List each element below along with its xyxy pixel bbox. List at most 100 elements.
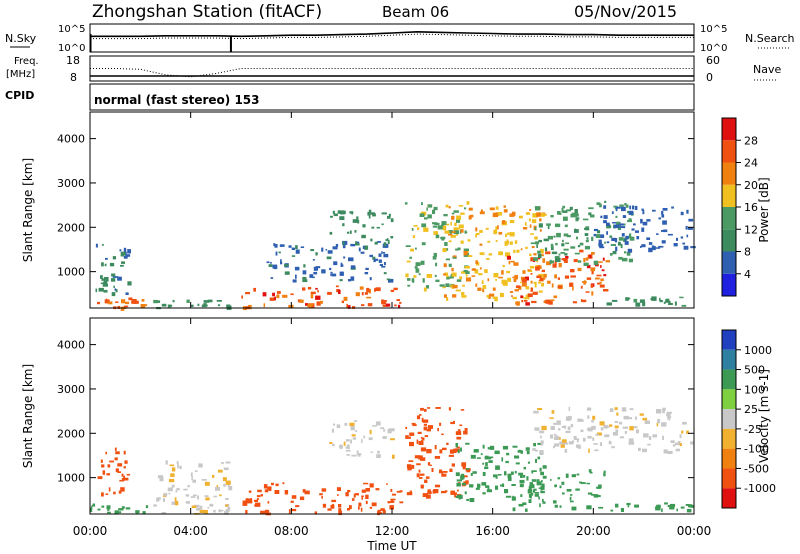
- heatmap-cell: [225, 480, 231, 485]
- heatmap-cell: [647, 443, 651, 446]
- heatmap-cell: [535, 241, 539, 245]
- heatmap-cell: [595, 264, 599, 267]
- heatmap-cell: [369, 277, 372, 281]
- heatmap-cell: [432, 209, 436, 214]
- heatmap-cell: [456, 482, 461, 487]
- heatmap-cell: [574, 209, 578, 214]
- heatmap-cell: [205, 497, 210, 501]
- heatmap-cell: [577, 447, 581, 449]
- heatmap-cell: [515, 462, 520, 465]
- heatmap-cell: [382, 509, 386, 514]
- heatmap-cell: [549, 434, 554, 439]
- heatmap-cell: [405, 273, 409, 278]
- heatmap-cell: [559, 505, 562, 508]
- heatmap-cell: [633, 223, 636, 226]
- heatmap-cell: [175, 489, 178, 493]
- noise-tick-low-right: 10^0: [700, 43, 727, 54]
- heatmap-cell: [327, 250, 333, 254]
- heatmap-cell: [203, 303, 207, 305]
- heatmap-cell: [670, 440, 675, 443]
- heatmap-cell: [388, 213, 391, 217]
- heatmap-cell: [569, 496, 572, 501]
- heatmap-cell: [584, 245, 590, 250]
- heatmap-cell: [586, 237, 589, 240]
- heatmap-cell: [107, 506, 110, 511]
- heatmap-cell: [475, 487, 480, 490]
- heatmap-cell: [566, 209, 572, 212]
- heatmap-cell: [632, 205, 635, 210]
- heatmap-cell: [634, 504, 639, 508]
- heatmap-cell: [552, 263, 557, 268]
- heatmap-cell: [274, 296, 276, 301]
- colorbar-tick-label: 25: [744, 403, 758, 416]
- heatmap-cell: [587, 492, 593, 495]
- heatmap-cell: [510, 471, 514, 475]
- heatmap-cell: [348, 305, 351, 309]
- heatmap-cell: [299, 299, 304, 303]
- heatmap-cell: [555, 242, 558, 246]
- heatmap-cell: [524, 222, 527, 226]
- heatmap-cell: [153, 504, 157, 507]
- heatmap-cell: [171, 484, 175, 488]
- heatmap-cell: [529, 209, 532, 211]
- heatmap-cell: [329, 231, 333, 235]
- heatmap-cell: [516, 301, 520, 306]
- heatmap-cell: [322, 503, 327, 508]
- heatmap-cell: [593, 228, 599, 232]
- heatmap-cell: [207, 299, 213, 303]
- heatmap-cell: [624, 431, 628, 434]
- heatmap-cell: [450, 234, 456, 238]
- heatmap-cell: [591, 269, 594, 275]
- heatmap-cell: [351, 434, 356, 437]
- heatmap-cell: [609, 408, 614, 412]
- heatmap-cell: [409, 256, 412, 259]
- heatmap-cell: [168, 304, 173, 307]
- heatmap-cell: [411, 464, 415, 469]
- heatmap-cell: [365, 488, 370, 492]
- heatmap-cell: [407, 467, 412, 471]
- heatmap-cell: [639, 413, 644, 416]
- heatmap-cell: [280, 259, 282, 263]
- heatmap-cell: [606, 302, 612, 306]
- heatmap-cell: [603, 470, 606, 473]
- heatmap-cell: [197, 303, 200, 306]
- heatmap-cell: [603, 274, 607, 277]
- heatmap-cell: [338, 508, 342, 512]
- heatmap-cell: [514, 455, 520, 459]
- heatmap-cell: [610, 253, 613, 256]
- heatmap-cell: [414, 455, 421, 459]
- heatmap-cell: [444, 230, 450, 234]
- heatmap-cell: [585, 291, 590, 293]
- heatmap-cell: [364, 272, 369, 275]
- heatmap-cell: [354, 493, 359, 496]
- heatmap-cell: [371, 226, 375, 229]
- heatmap-cell: [604, 200, 607, 203]
- heatmap-cell: [557, 211, 561, 215]
- heatmap-cell: [530, 257, 534, 262]
- heatmap-cell: [610, 244, 616, 246]
- heatmap-cell: [437, 225, 443, 230]
- heatmap-cell: [458, 224, 464, 229]
- heatmap-cell: [333, 261, 338, 266]
- heatmap-cell: [274, 244, 278, 248]
- heatmap-cell: [282, 482, 285, 485]
- heatmap-cell: [126, 473, 131, 476]
- heatmap-cell: [519, 215, 523, 219]
- heatmap-cell: [391, 493, 396, 496]
- heatmap-cell: [348, 279, 351, 282]
- heatmap-cell: [451, 463, 455, 467]
- heatmap-cell: [442, 248, 447, 253]
- heatmap-cell: [321, 247, 324, 252]
- heatmap-cell: [223, 467, 229, 471]
- heatmap-cell: [529, 484, 535, 489]
- heatmap-cell: [597, 282, 601, 285]
- heatmap-cell: [494, 231, 498, 233]
- heatmap-cell: [453, 210, 459, 213]
- heatmap-cell: [427, 462, 431, 466]
- heatmap-cell: [604, 424, 608, 429]
- heatmap-cell: [635, 302, 641, 307]
- heatmap-cell: [468, 255, 473, 257]
- heatmap-cell: [538, 281, 541, 284]
- velocity-panel-frame: [89, 317, 695, 515]
- heatmap-cell: [464, 230, 467, 234]
